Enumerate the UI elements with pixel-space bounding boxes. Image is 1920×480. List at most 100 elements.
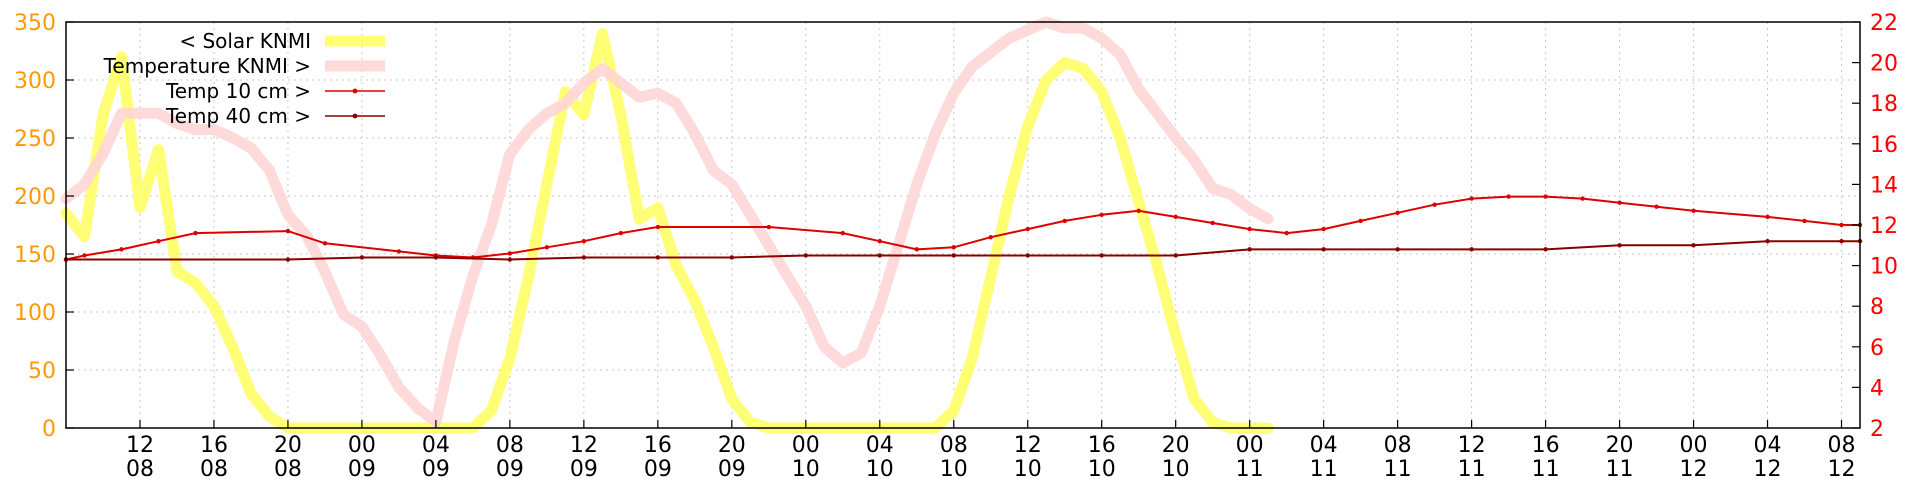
x-tick-day: 10 — [866, 457, 894, 480]
right-tick-label: 22 — [1870, 11, 1898, 36]
series-3-point — [1765, 214, 1770, 220]
series-3-point — [1210, 220, 1215, 226]
series-3-point — [396, 249, 402, 254]
left-tick-label: 300 — [14, 69, 56, 94]
series-4-point — [951, 253, 956, 258]
right-tick-label: 18 — [1870, 92, 1898, 117]
series-3-point — [1839, 222, 1844, 228]
x-tick-day: 12 — [1680, 457, 1708, 480]
left-tick-label: 100 — [14, 301, 56, 326]
x-tick-day: 09 — [496, 457, 524, 480]
series-4-point — [285, 257, 291, 262]
x-tick-hour: 16 — [644, 433, 672, 458]
x-tick-day: 10 — [792, 457, 820, 480]
series-3-point — [1802, 218, 1807, 224]
series-4-point — [1025, 253, 1030, 258]
x-tick-day: 09 — [718, 457, 746, 480]
x-tick-day: 12 — [1754, 457, 1782, 480]
series-3-point — [544, 245, 550, 250]
x-tick-hour: 00 — [1236, 433, 1264, 458]
series-3-point — [1691, 208, 1696, 213]
series-4-point — [655, 255, 661, 260]
x-tick-day: 09 — [644, 457, 672, 480]
series-3-point — [988, 234, 993, 240]
series-4-point — [1173, 253, 1178, 258]
series-3-point — [119, 247, 124, 252]
series-3-point — [1173, 214, 1178, 220]
series-4-point — [433, 255, 439, 260]
series-4-point — [1247, 247, 1252, 252]
series-3-point — [1432, 202, 1437, 207]
axes: 0501001502002503003502468101214161820221… — [14, 11, 1898, 480]
right-tick-label: 4 — [1870, 376, 1884, 401]
x-tick-hour: 00 — [348, 433, 376, 458]
x-tick-day: 11 — [1458, 457, 1486, 480]
series-3-point — [1395, 210, 1400, 216]
left-tick-label: 150 — [14, 243, 56, 268]
right-tick-label: 20 — [1870, 52, 1898, 77]
plot-frame — [65, 21, 1861, 429]
series-4-point — [803, 253, 808, 258]
legend-marker — [352, 88, 358, 94]
series-3-point — [1580, 196, 1585, 201]
legend-label: < Solar KNMI — [179, 29, 311, 53]
x-tick-hour: 12 — [570, 433, 598, 458]
series-3-point — [322, 241, 328, 246]
series-3-point — [156, 239, 161, 244]
x-tick-day: 11 — [1236, 457, 1264, 480]
series-3-point — [1025, 226, 1030, 232]
series-4-point — [507, 257, 513, 262]
series-4-point — [1691, 243, 1696, 248]
x-tick-hour: 08 — [496, 433, 524, 458]
series-4-point — [1765, 239, 1770, 244]
x-tick-hour: 08 — [940, 433, 968, 458]
x-tick-hour: 08 — [1384, 433, 1412, 458]
x-tick-day: 09 — [570, 457, 598, 480]
series-4-point — [729, 255, 735, 260]
x-tick-hour: 20 — [274, 433, 302, 458]
right-tick-label: 8 — [1870, 295, 1884, 320]
right-tick-label: 6 — [1870, 336, 1884, 361]
series-4-point — [1839, 239, 1844, 244]
series-3-point — [655, 224, 661, 230]
series-3-point — [618, 230, 624, 236]
x-tick-day: 11 — [1532, 457, 1560, 480]
x-tick-hour: 16 — [1088, 433, 1116, 458]
x-tick-day: 08 — [274, 457, 302, 480]
x-tick-day: 10 — [1088, 457, 1116, 480]
series-4-point — [877, 253, 882, 258]
series-3-point — [193, 230, 198, 236]
series-3-point — [1321, 226, 1326, 232]
series-4-point — [359, 255, 365, 260]
x-tick-hour: 00 — [792, 433, 820, 458]
x-tick-hour: 04 — [1754, 433, 1782, 458]
legend-label: Temp 10 cm > — [165, 79, 311, 103]
x-tick-day: 08 — [126, 457, 154, 480]
series-3-point — [1617, 200, 1622, 205]
series-4-point — [1469, 247, 1474, 252]
series-line-1 — [60, 28, 1274, 434]
series-3-point — [285, 228, 291, 234]
x-tick-hour: 04 — [1310, 433, 1338, 458]
x-tick-day: 12 — [1828, 457, 1856, 480]
x-tick-hour: 08 — [1828, 433, 1856, 458]
left-tick-label: 50 — [28, 359, 56, 384]
series-3-point — [877, 239, 882, 244]
series-lines — [60, 16, 1863, 434]
series-3-point — [766, 224, 772, 230]
legend-label: Temp 40 cm > — [165, 104, 311, 128]
series-3-point — [840, 230, 845, 236]
x-tick-day: 09 — [348, 457, 376, 480]
x-tick-day: 11 — [1606, 457, 1634, 480]
left-tick-label: 350 — [14, 11, 56, 36]
series-3-point — [914, 247, 919, 252]
series-4-point — [581, 255, 587, 260]
series-4-point — [1617, 243, 1622, 248]
series-3-point — [1506, 194, 1511, 199]
right-tick-label: 10 — [1870, 255, 1898, 280]
legend-label: Temperature KNMI > — [103, 54, 311, 78]
series-3-point — [1358, 218, 1363, 224]
series-3-point — [1543, 194, 1548, 199]
